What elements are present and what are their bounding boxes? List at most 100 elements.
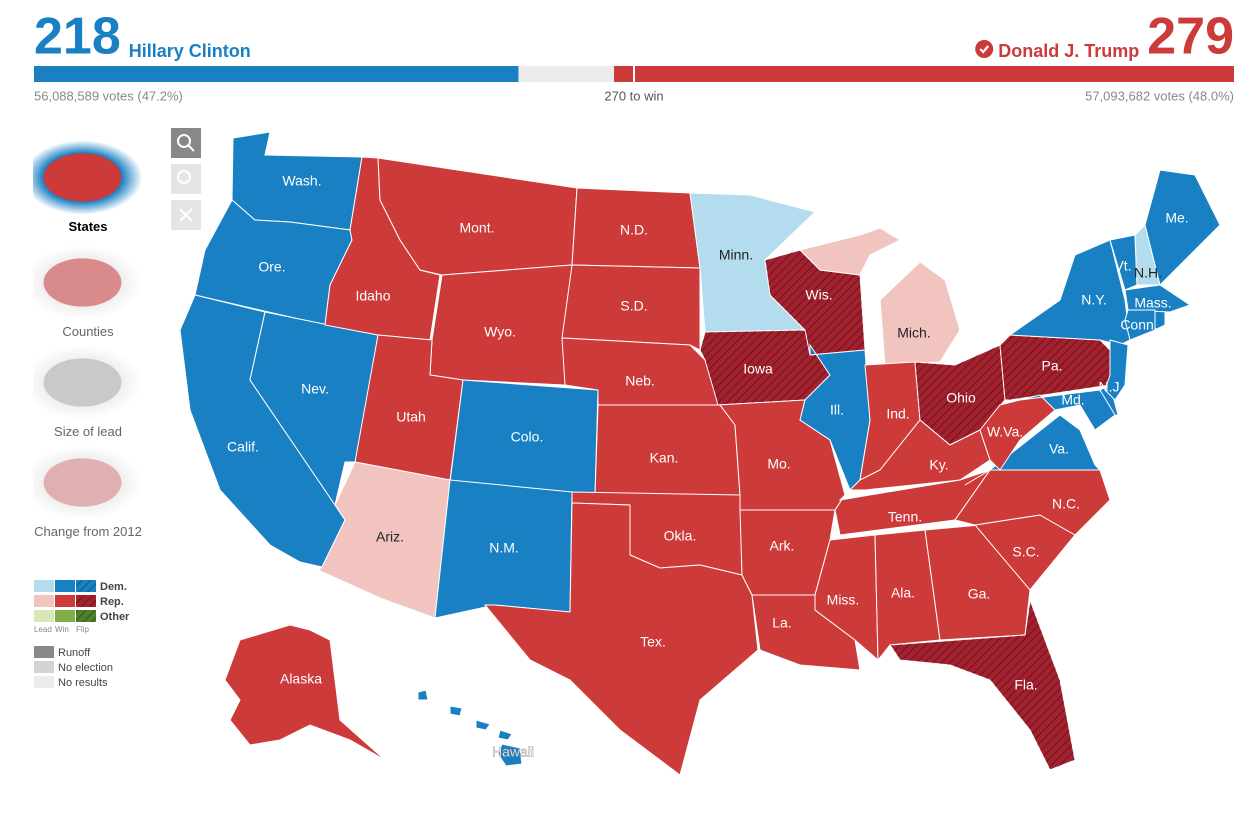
state-label: Ark. bbox=[770, 538, 795, 554]
state-shape bbox=[224, 624, 386, 761]
state-shape bbox=[874, 529, 941, 662]
state-label: Ill. bbox=[830, 402, 844, 418]
view-label: States bbox=[68, 219, 108, 234]
state-label: Iowa bbox=[743, 361, 773, 377]
state-shape bbox=[497, 729, 513, 741]
state-label: Wash. bbox=[282, 173, 321, 189]
view-option[interactable]: States bbox=[30, 140, 146, 234]
flip-hatch bbox=[915, 345, 1005, 445]
legend-party: Rep. bbox=[100, 596, 124, 608]
view-label: Change from 2012 bbox=[34, 524, 142, 539]
state-label: Okla. bbox=[664, 528, 697, 544]
state-label: Conn. bbox=[1120, 317, 1157, 333]
state-label: Colo. bbox=[511, 429, 544, 445]
state-shape bbox=[1124, 284, 1192, 313]
win-threshold: 270 to win bbox=[604, 88, 663, 103]
status-swatch bbox=[34, 661, 54, 673]
state-shape bbox=[1144, 169, 1221, 286]
state-shape bbox=[1019, 389, 1116, 431]
state-label: Vt. bbox=[1114, 258, 1131, 274]
flip-hatch bbox=[1000, 335, 1115, 400]
status-label: Runoff bbox=[58, 647, 91, 659]
view-option[interactable]: Size of lead bbox=[30, 345, 146, 439]
state-label: Mass. bbox=[1134, 295, 1171, 311]
legend-swatch bbox=[34, 610, 54, 622]
trump-bar bbox=[614, 66, 1234, 82]
state-shape bbox=[561, 264, 701, 351]
zoom-in-button[interactable] bbox=[171, 128, 201, 158]
winner-check bbox=[975, 40, 994, 58]
view-thumbnail bbox=[33, 445, 143, 520]
legend-hatch bbox=[76, 595, 96, 607]
zoom-controls bbox=[171, 128, 201, 230]
state-label: Va. bbox=[1049, 441, 1069, 457]
legend-column: Win bbox=[55, 625, 69, 634]
state-label: Fla. bbox=[1014, 677, 1037, 693]
state-label: Pa. bbox=[1041, 358, 1062, 374]
status-label: No results bbox=[58, 677, 108, 689]
trump-electoral-votes: 279 bbox=[1147, 8, 1234, 66]
state-label: N.J. bbox=[1099, 379, 1124, 395]
state-label: Ohio bbox=[946, 390, 976, 406]
state-label: Calif. bbox=[227, 439, 259, 455]
zoom-out-icon bbox=[177, 170, 191, 184]
flip-hatch bbox=[765, 250, 865, 355]
state-label: Ariz. bbox=[376, 529, 404, 545]
view-label: Counties bbox=[62, 324, 114, 339]
trump-name: Donald J. Trump bbox=[998, 41, 1139, 61]
state-shape bbox=[1124, 309, 1156, 341]
legend-hatch bbox=[76, 580, 96, 592]
legend-column: Flip bbox=[76, 625, 89, 634]
status-label: No election bbox=[58, 662, 113, 674]
state-label: N.M. bbox=[489, 540, 519, 556]
state-label: Md. bbox=[1061, 392, 1084, 408]
state-shape bbox=[475, 719, 491, 731]
view-thumbnail bbox=[33, 245, 143, 320]
clinton-electoral-votes: 218 bbox=[34, 8, 121, 66]
view-label: Size of lead bbox=[54, 424, 122, 439]
legend-swatch bbox=[34, 580, 54, 592]
state-label: La. bbox=[772, 615, 791, 631]
state-label: N.D. bbox=[620, 222, 648, 238]
view-thumbnail bbox=[33, 345, 143, 420]
state-label: Wyo. bbox=[484, 324, 516, 340]
reset-icon bbox=[179, 208, 193, 222]
legend-party: Other bbox=[100, 611, 130, 623]
state-shape bbox=[834, 469, 992, 536]
state-label: Wis. bbox=[805, 287, 832, 303]
view-option[interactable]: Counties bbox=[30, 245, 146, 339]
state-shape bbox=[848, 419, 991, 491]
flip-hatch bbox=[890, 600, 1075, 770]
winner-check-mark bbox=[979, 45, 990, 54]
state-shape bbox=[1104, 339, 1129, 401]
legend-party: Dem. bbox=[100, 581, 127, 593]
state-label: Ala. bbox=[891, 585, 915, 601]
legend-hatch bbox=[76, 610, 96, 622]
state-label: Ky. bbox=[929, 457, 948, 473]
state-label: N.Y. bbox=[1081, 292, 1106, 308]
zoom-in-icon bbox=[187, 144, 195, 152]
state-label: S.C. bbox=[1012, 544, 1039, 560]
zoom-out-button[interactable] bbox=[171, 164, 201, 194]
legend-column: Lead bbox=[34, 625, 52, 634]
state-label: Minn. bbox=[719, 247, 753, 263]
legend-swatch bbox=[55, 580, 75, 592]
state-label: Hawaii bbox=[492, 744, 534, 760]
flip-hatch bbox=[700, 330, 830, 405]
state-label: Mich. bbox=[897, 325, 930, 341]
legend-swatch bbox=[34, 595, 54, 607]
state-label: N.H. bbox=[1134, 265, 1162, 281]
state-label: Mo. bbox=[767, 456, 790, 472]
state-label: Miss. bbox=[827, 592, 860, 608]
view-thumbnail bbox=[33, 140, 143, 215]
state-label: Me. bbox=[1165, 210, 1188, 226]
legend-swatch bbox=[55, 595, 75, 607]
view-option[interactable]: Change from 2012 bbox=[30, 445, 146, 539]
state-label: Neb. bbox=[625, 373, 655, 389]
state-label: Ore. bbox=[258, 259, 285, 275]
status-swatch bbox=[34, 676, 54, 688]
state-shape bbox=[483, 502, 759, 776]
state-label: Ga. bbox=[968, 586, 991, 602]
